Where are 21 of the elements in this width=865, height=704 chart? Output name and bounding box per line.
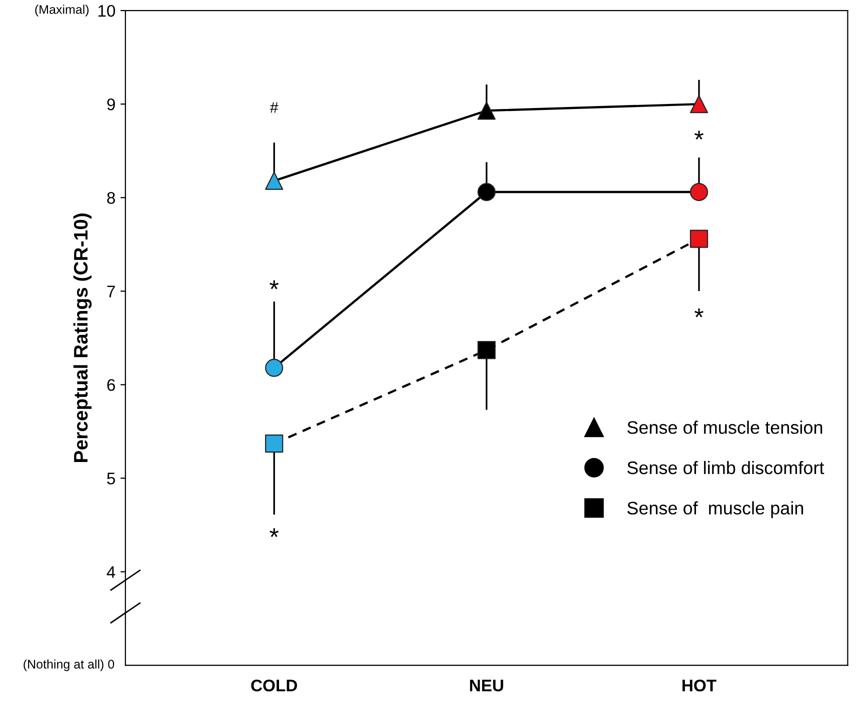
text: (Nothing at all) 0 [24,659,114,672]
annotation: * [694,308,704,318]
legend-label: Sense of muscle tension [627,420,822,434]
annotation: # [270,102,278,113]
y-axis-title: Perceptual Ratings (CR-10) [73,214,92,462]
x-tick-label: NEU [470,680,504,692]
x-tick-label: COLD [251,680,298,692]
legend-label: Sense of muscle pain [627,501,804,518]
y-tick-label: 8 [107,192,115,204]
y-tick-label: 6 [107,379,115,391]
y-tick-label: 5 [107,472,116,484]
annotation: * [694,130,704,140]
y-tick-label: 10 [98,4,116,17]
legend-label: Sense of limb discomfort [627,460,824,474]
annotation: * [270,528,279,538]
y-tick-label: 4 [106,566,116,578]
text: (Maximal) [35,4,89,16]
annotation: * [270,280,279,290]
y-tick-label: 7 [107,286,115,298]
x-tick-label: HOT [682,680,716,692]
y-tick-label: 9 [107,98,115,110]
